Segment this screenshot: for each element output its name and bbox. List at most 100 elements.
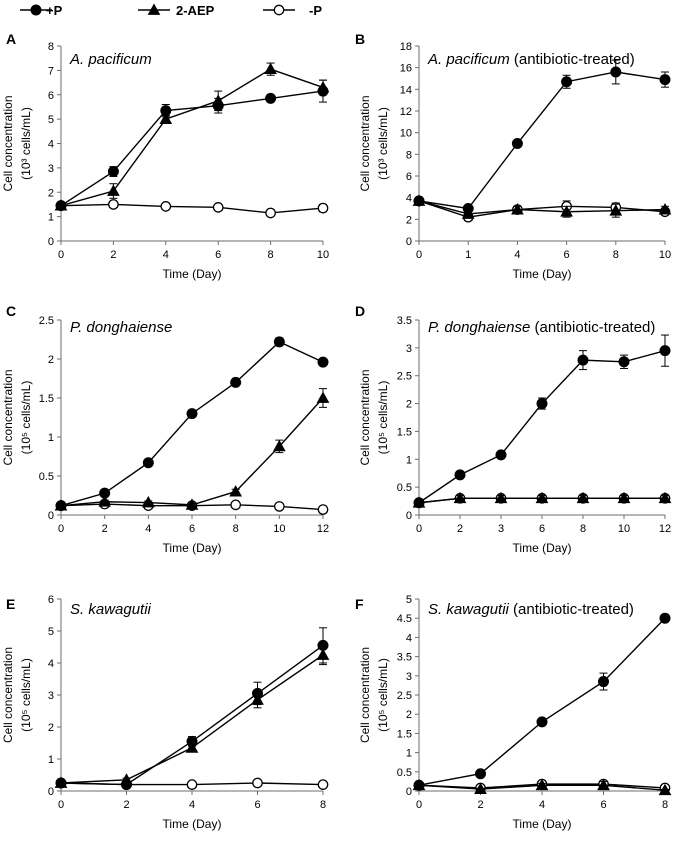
panel-f: 0 0.5 1 1.5 2 2.5 3 3.5 4 4.5 5 0 2 4 6 8 Time (Day) Cell… xyxy=(355,594,672,831)
x-tick-label: 0 xyxy=(58,523,64,535)
data-point xyxy=(55,500,67,512)
data-point xyxy=(494,491,508,504)
y-tick-label: 14 xyxy=(400,84,412,96)
legend-label: 2-AEP xyxy=(176,3,215,18)
y-tick-label: 1 xyxy=(48,212,54,224)
x-tick-label: 0 xyxy=(416,799,422,811)
series-2-aep xyxy=(54,388,330,511)
y-tick-label: 6 xyxy=(48,594,54,606)
x-tick-label: 6 xyxy=(189,523,195,535)
panel-e: 0 1 2 3 4 5 6 0 2 4 6 8 Time (Day) Cell concentration… xyxy=(1,594,330,831)
data-point xyxy=(413,779,425,791)
y-tick-label: 2 xyxy=(48,722,54,734)
series-line xyxy=(60,341,324,507)
data-point xyxy=(561,76,573,88)
x-tick-label: 6 xyxy=(215,249,221,261)
data-point xyxy=(536,398,548,410)
y-tick-label: 0 xyxy=(406,786,412,798)
y-tick-label: 0 xyxy=(48,786,54,798)
panel-a: 0 1 2 3 4 5 6 7 8 0 2 4 6 8 10 Time (Day) Cell concentra… xyxy=(1,31,330,281)
data-point xyxy=(577,354,589,366)
data-point xyxy=(121,779,132,791)
x-axis-label: Time (Day) xyxy=(513,541,572,555)
data-point xyxy=(230,499,242,511)
data-point xyxy=(212,100,224,112)
data-point xyxy=(230,376,242,388)
data-point xyxy=(252,777,263,789)
data-point xyxy=(453,491,467,504)
x-tick-label: 10 xyxy=(317,249,329,261)
panel-letter: A xyxy=(6,31,16,47)
data-point xyxy=(99,487,111,499)
x-tick-label: 4 xyxy=(189,799,195,811)
data-point xyxy=(273,501,285,512)
series-p xyxy=(413,612,671,791)
series-line xyxy=(418,200,666,215)
y-axis-unit-label: (10⁵ cells/mL) xyxy=(376,381,390,455)
series-2-aep xyxy=(412,194,672,219)
data-point xyxy=(511,203,524,215)
y-tick-label: 2 xyxy=(406,214,412,226)
data-point xyxy=(229,485,243,497)
y-axis-label: Cell concentration xyxy=(1,95,15,191)
data-point xyxy=(98,495,112,507)
data-point xyxy=(659,74,671,86)
data-point xyxy=(609,204,623,216)
y-tick-label: 3.5 xyxy=(397,315,412,327)
data-point xyxy=(658,783,672,796)
x-tick-label: 6 xyxy=(600,799,606,811)
x-tick-label: 8 xyxy=(613,249,619,261)
panel-title: P. donghaiense (antibiotic-treated) xyxy=(428,319,655,336)
panel-title: A. pacificum (antibiotic-treated) xyxy=(427,51,635,68)
y-tick-label: 0.5 xyxy=(39,471,54,483)
data-point xyxy=(536,716,548,728)
x-tick-label: 12 xyxy=(659,523,671,535)
legend-item-p: +P xyxy=(20,3,63,18)
data-point xyxy=(495,449,507,461)
data-point xyxy=(560,205,573,217)
x-tick-label: 6 xyxy=(539,523,545,535)
data-point xyxy=(317,202,329,214)
data-point xyxy=(55,777,67,789)
data-point xyxy=(413,497,425,509)
x-tick-label: 1 xyxy=(465,249,471,261)
data-point xyxy=(252,687,263,699)
data-point xyxy=(576,491,590,504)
y-tick-label: 0 xyxy=(406,510,412,522)
panel-title-species: S. kawagutii xyxy=(428,601,510,618)
y-tick-label: 4 xyxy=(48,139,54,151)
data-point xyxy=(55,200,67,212)
x-axis-label: Time (Day) xyxy=(513,267,572,281)
panel-letter: C xyxy=(6,303,16,319)
data-point xyxy=(160,105,172,117)
x-tick-label: 4 xyxy=(539,799,545,811)
panel-d: 0 0.5 1 1.5 2 2.5 3 3.5 0 2 3 6 8 10 12 Time (Day) Cell … xyxy=(355,303,672,555)
series-line xyxy=(418,617,666,786)
data-point xyxy=(462,203,474,214)
x-tick-label: 2 xyxy=(123,799,129,811)
y-tick-label: 4 xyxy=(406,632,412,644)
series-line xyxy=(60,68,324,207)
y-tick-label: 2 xyxy=(48,187,54,199)
y-tick-label: 6 xyxy=(48,90,54,102)
x-tick-label: 2 xyxy=(477,799,483,811)
data-point xyxy=(610,66,622,78)
data-point xyxy=(159,112,173,125)
y-tick-label: 5 xyxy=(48,626,54,638)
x-tick-label: 8 xyxy=(320,799,326,811)
y-axis-unit-label: (10³ cells/mL) xyxy=(376,107,390,180)
y-tick-label: 3 xyxy=(48,163,54,175)
data-point xyxy=(108,199,119,210)
y-tick-label: 5 xyxy=(406,594,412,606)
y-tick-label: 3 xyxy=(406,671,412,683)
data-point xyxy=(316,391,330,403)
x-tick-label: 8 xyxy=(233,523,239,535)
legend-item-2-aep: 2-AEP xyxy=(138,3,215,18)
data-point xyxy=(317,504,329,515)
y-tick-label: 3.5 xyxy=(397,652,412,664)
data-point xyxy=(212,202,224,213)
panel-title-species: P. donghaiense xyxy=(428,319,530,336)
data-point xyxy=(272,439,286,452)
y-tick-label: 5 xyxy=(48,114,54,126)
y-tick-label: 0 xyxy=(406,236,412,248)
